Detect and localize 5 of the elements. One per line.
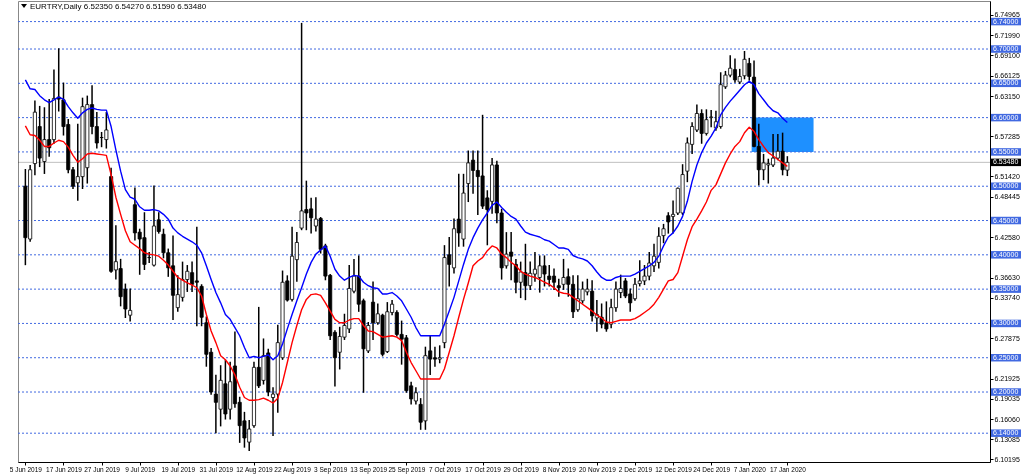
chart-title: EURTRY,Daily 6.52350 6.54270 6.51590 6.53480 [30,2,207,11]
line-series [24,79,789,361]
candlestick [104,112,109,149]
line-series [24,125,789,404]
candlestick [466,150,471,203]
